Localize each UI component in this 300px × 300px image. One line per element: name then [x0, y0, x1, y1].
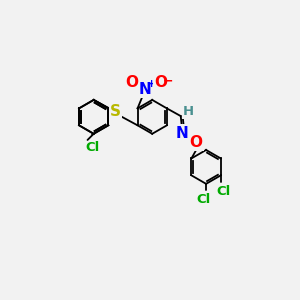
Text: +: +	[147, 79, 156, 89]
Text: O: O	[125, 76, 138, 91]
Text: Cl: Cl	[217, 184, 231, 198]
Text: O: O	[154, 76, 167, 91]
Text: Cl: Cl	[85, 142, 99, 154]
Text: S: S	[110, 103, 121, 118]
Text: N: N	[139, 82, 152, 97]
Text: N: N	[176, 125, 189, 140]
Text: Cl: Cl	[196, 193, 210, 206]
Text: H: H	[183, 105, 194, 118]
Text: −: −	[162, 75, 173, 88]
Text: O: O	[190, 135, 202, 150]
